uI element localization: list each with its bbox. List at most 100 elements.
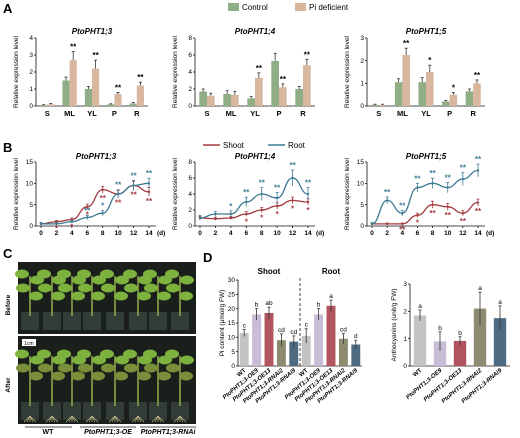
y-axis-label: Relative expression level <box>172 158 179 230</box>
leaf <box>100 269 114 279</box>
leaf <box>157 291 171 301</box>
root <box>88 415 93 423</box>
leaf <box>29 371 43 381</box>
tube <box>21 312 39 330</box>
y-tick-label: 4 <box>188 69 192 76</box>
data-point <box>401 212 404 215</box>
significance-mark-root: * <box>101 202 105 211</box>
significance-mark-shoot: ** <box>100 194 107 203</box>
root <box>71 415 76 423</box>
bar-control <box>40 105 48 106</box>
significance-letter: b <box>438 325 442 332</box>
tube <box>149 402 167 420</box>
root <box>85 415 93 423</box>
bar-pi-deficient <box>449 94 458 106</box>
significance-mark-shoot: ** <box>475 207 482 216</box>
significance-mark-shoot: * <box>260 213 264 222</box>
significance-mark-shoot: ** <box>445 211 452 220</box>
data-point <box>198 216 202 220</box>
root <box>23 415 31 423</box>
root <box>179 415 187 423</box>
y-tick-label: 10 <box>357 181 365 188</box>
data-point <box>245 212 248 216</box>
data-point <box>147 182 151 185</box>
x-tick-label: 14 <box>304 230 312 237</box>
leaf <box>124 283 138 293</box>
root <box>154 415 159 423</box>
leaf <box>115 275 129 285</box>
y-tick-label: 3 <box>360 35 364 42</box>
panel-label-c: C <box>3 246 13 261</box>
photo-group-wt: WT <box>43 429 55 436</box>
chart-b-pht15: 0 5 10 15 Relative expression level PtoPHT1;5… <box>344 152 494 237</box>
tube <box>171 312 189 330</box>
bar-control <box>129 103 137 106</box>
tube <box>129 312 147 330</box>
bar-pi-deficient <box>378 104 387 106</box>
significance-mark-shoot: * <box>86 210 90 219</box>
significance-mark-shoot: ** <box>115 198 122 207</box>
data-point <box>446 205 449 208</box>
significance-mark: ** <box>92 51 99 60</box>
leaf <box>123 349 137 359</box>
y-tick-label: 15 <box>357 159 365 166</box>
y-tick-label: 8 <box>188 159 192 166</box>
tube <box>83 312 101 330</box>
leaf <box>77 349 91 359</box>
x-category-label: WT <box>236 368 247 379</box>
tube <box>171 402 189 420</box>
significance-mark-root: ** <box>445 173 452 182</box>
leaf <box>78 283 92 293</box>
x-tick-label: 8 <box>101 230 105 237</box>
data-point <box>446 186 449 189</box>
leaf <box>143 269 157 279</box>
x-unit-label: (d) <box>486 230 494 237</box>
photo-after-label: After <box>5 377 12 393</box>
bar <box>239 333 249 366</box>
significance-mark-root: ** <box>115 181 122 190</box>
significance-mark-root: ** <box>259 179 266 188</box>
significance-letter: b <box>255 302 259 309</box>
y-tick-label: 8 <box>188 35 192 42</box>
significance-mark-shoot: ** <box>146 197 153 206</box>
photo-plants <box>15 269 194 423</box>
bar-control <box>394 82 403 106</box>
root <box>131 415 139 423</box>
y-axis-label: Pi content (μmol/g FW) <box>219 290 226 357</box>
data-point <box>229 216 233 220</box>
bar-control <box>223 94 231 106</box>
group-title: Root <box>322 267 341 276</box>
y-tick-label: 0 <box>360 223 364 230</box>
x-tick-label: 8 <box>260 230 264 237</box>
significance-letter: a <box>418 303 422 310</box>
significance-mark-shoot: * <box>416 218 420 227</box>
x-tick-label: 14 <box>474 230 482 237</box>
y-tick-label: 2 <box>188 207 192 214</box>
root <box>91 415 99 423</box>
y-tick-label: 3 <box>403 281 407 288</box>
root <box>26 415 31 423</box>
root <box>111 415 116 423</box>
legend-root-label: Root <box>288 141 306 150</box>
significance-letter: d <box>354 333 358 340</box>
data-point <box>147 190 151 194</box>
bar-pi-deficient <box>69 60 77 106</box>
x-tick-label: 4 <box>400 230 404 237</box>
x-tick-label: 12 <box>130 230 138 237</box>
leaf <box>180 275 194 285</box>
significance-letter: a <box>478 285 482 292</box>
significance-mark-root: ** <box>274 183 281 192</box>
significance-mark-root: ** <box>130 171 137 180</box>
leaf <box>57 269 71 279</box>
leaf <box>137 291 151 301</box>
leaf <box>51 371 65 381</box>
significance-mark-shoot: * <box>276 210 280 219</box>
chart-a-pht15: 0 1 2 3 Relative expression level PtoPHT1;5 S M… <box>344 27 485 118</box>
data-point <box>416 186 419 189</box>
root <box>179 415 184 423</box>
root <box>157 415 162 423</box>
significance-letter: a <box>329 293 333 300</box>
x-category-label: WT <box>412 368 423 379</box>
bar <box>252 314 262 366</box>
